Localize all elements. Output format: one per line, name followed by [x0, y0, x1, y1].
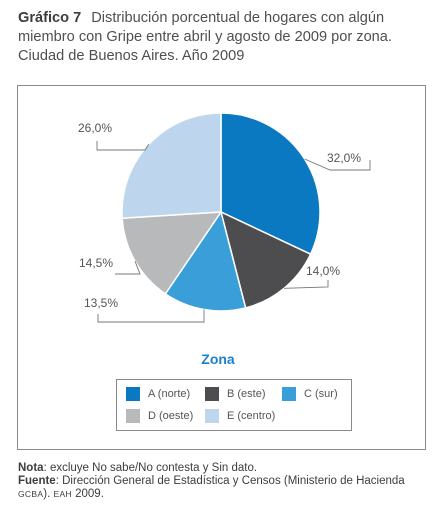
chart-frame	[17, 85, 426, 450]
slice-label-d-oeste: 14,5%	[79, 256, 114, 270]
source-sep: ).	[43, 488, 54, 500]
pie-slice-c-sur	[164, 210, 247, 312]
legend-item-d-oeste: D (oeste)	[126, 409, 193, 423]
legend-label-b-este: B (este)	[227, 388, 266, 400]
legend-label-c-sur: C (sur)	[304, 388, 338, 400]
legend-item-c-sur: C (sur)	[282, 387, 338, 401]
legend-title: Zona	[201, 351, 235, 367]
legend-label-d-oeste: D (oeste)	[148, 410, 194, 422]
legend-swatch-b-este	[205, 387, 219, 401]
slice-label-a-norte: 32,0%	[327, 151, 362, 165]
slice-label-c-sur: 13,5%	[84, 296, 119, 310]
pie-slice-e-centro	[121, 112, 222, 220]
legend-swatch-e-centro	[205, 409, 219, 423]
legend-label-e-centro: E (centro)	[227, 410, 276, 422]
source-survey: EAH	[53, 489, 72, 499]
legend-swatch-c-sur	[282, 387, 296, 401]
leader-line-e-centro	[96, 141, 150, 151]
legend-item-a-norte: A (norte)	[126, 387, 190, 401]
legend-swatch-d-oeste	[126, 409, 140, 423]
legend-label-a-norte: A (norte)	[148, 388, 191, 400]
legend-swatch-a-norte	[126, 387, 140, 401]
legend: A (norte) B (este) C (sur) D (oeste) E (…	[116, 379, 352, 431]
chart-header: Gráfico 7 Distribución porcentual de hoga…	[18, 9, 428, 66]
leader-line-b-este	[284, 280, 329, 289]
legend-item-b-este: B (este)	[205, 387, 266, 401]
source-year: 2009.	[71, 488, 104, 500]
legend-item-e-centro: E (centro)	[205, 409, 275, 423]
leader-line-c-sur	[97, 309, 205, 323]
note-label: Nota	[18, 462, 44, 474]
pie-slice-d-oeste	[121, 211, 223, 295]
source-label: Fuente	[18, 475, 56, 487]
slice-label-b-este: 14,0%	[306, 264, 341, 278]
pie-slice-a-norte	[220, 112, 321, 256]
pie-slices	[121, 112, 321, 312]
note-line: Nota: excluye No sabe/No contesta y Sin …	[18, 462, 434, 475]
leader-line-a-norte	[304, 158, 371, 171]
source-text: : Dirección General de Estadística y Cen…	[55, 475, 405, 487]
leader-line-d-oeste	[115, 260, 141, 275]
leader-lines	[96, 141, 371, 323]
figure-number: Gráfico 7	[18, 10, 82, 26]
source-line: Fuente: Dirección General de Estadística…	[18, 475, 434, 501]
pie-slice-b-este	[219, 210, 312, 309]
chart-title: Distribución porcentual de hogares con a…	[18, 10, 392, 64]
source-org: GCBA	[18, 489, 44, 499]
slice-label-e-centro: 26,0%	[78, 121, 113, 135]
footnotes: Nota: excluye No sabe/No contesta y Sin …	[18, 462, 434, 501]
note-text: : excluye No sabe/No contesta y Sin dato…	[43, 462, 258, 474]
